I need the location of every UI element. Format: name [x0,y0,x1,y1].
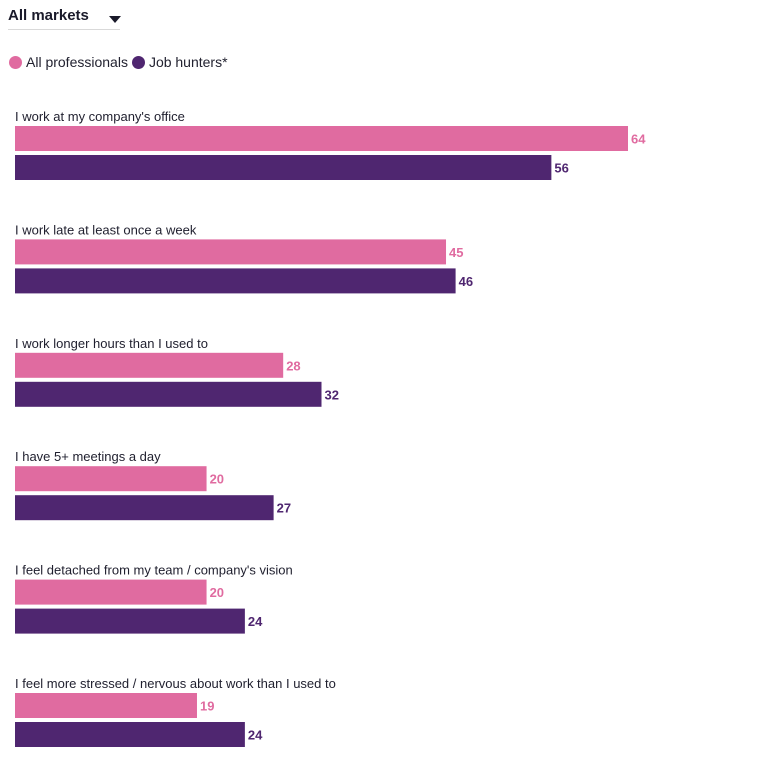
market-filter-label: All markets [8,7,89,24]
bar-all-professionals[interactable] [15,693,197,718]
legend-label-all-professionals: All professionals [26,54,128,70]
bar-job-hunters[interactable] [15,268,456,294]
bar-value-label: 24 [248,728,263,743]
category-label: I have 5+ meetings a day [15,449,161,464]
legend-dot-icon [131,55,145,69]
chart-legend: All professionals Job hunters* [9,52,232,72]
legend-label-job-hunters: Job hunters* [148,54,228,70]
bar-value-label: 64 [631,132,646,147]
bar-value-label: 19 [200,699,214,714]
bar-value-label: 28 [286,358,300,373]
bar-job-hunters[interactable] [15,155,552,180]
bar-all-professionals[interactable] [15,126,628,151]
category-label: I work at my company's office [15,109,185,124]
bar-value-label: 32 [325,387,339,402]
legend-item-job-hunters[interactable]: Job hunters* [131,54,228,70]
market-filter-dropdown[interactable]: All markets [8,4,121,30]
bar-value-label: 27 [277,501,291,516]
bar-job-hunters[interactable] [15,495,274,521]
caret-down-icon [109,16,121,23]
bar-all-professionals[interactable] [15,352,284,378]
bar-job-hunters[interactable] [15,381,322,407]
category-label: I feel more stressed / nervous about wor… [15,676,336,691]
legend-dot-icon [9,55,22,69]
bar-value-label: 45 [449,245,463,260]
bar-job-hunters[interactable] [15,722,245,747]
bar-value-label: 46 [459,274,473,289]
category-label: I feel detached from my team / company's… [15,563,293,578]
category-label: I work late at least once a week [15,222,197,237]
bar-all-professionals[interactable] [15,239,447,265]
category-label: I work longer hours than I used to [15,336,208,351]
legend-item-all-professionals[interactable]: All professionals [9,54,128,70]
bar-value-label: 56 [554,161,568,176]
bar-all-professionals[interactable] [15,579,207,605]
bar-all-professionals[interactable] [15,466,207,492]
bar-value-label: 20 [210,472,224,487]
bar-job-hunters[interactable] [15,608,245,634]
bar-value-label: 24 [248,614,263,629]
bar-value-label: 20 [210,585,224,600]
